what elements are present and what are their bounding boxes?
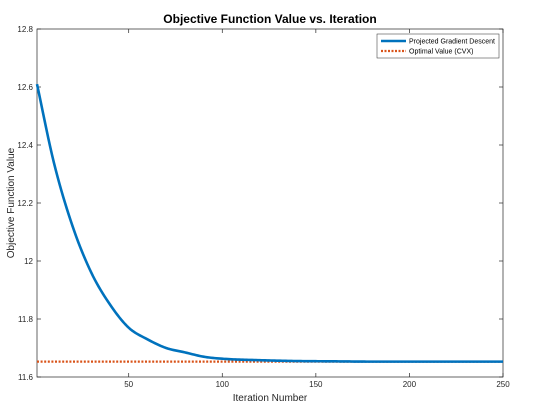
x-tick-label: 100 bbox=[216, 380, 230, 389]
y-tick-label: 12.2 bbox=[17, 199, 33, 208]
x-tick-label: 150 bbox=[309, 380, 323, 389]
x-axis: 50 100 150 200 250 bbox=[124, 29, 510, 389]
x-tick-label: 200 bbox=[403, 380, 417, 389]
series-line-gradient-descent bbox=[35, 83, 503, 363]
series-layer bbox=[35, 83, 503, 363]
y-tick-label: 12.8 bbox=[17, 25, 33, 34]
x-tick-label: 50 bbox=[124, 380, 133, 389]
legend-box bbox=[376, 33, 500, 59]
legend: Projected Gradient Descent Optimal Value… bbox=[376, 33, 500, 59]
y-tick-label: 12.6 bbox=[17, 83, 33, 92]
chart-title: Objective Function Value vs. Iteration bbox=[163, 12, 376, 26]
y-tick-label: 11.8 bbox=[18, 315, 34, 324]
x-tick-label: 250 bbox=[496, 380, 510, 389]
x-axis-title: Iteration Number bbox=[233, 393, 308, 404]
y-axis: 11.6 11.8 12 12.2 12.4 12.6 12.8 bbox=[17, 25, 503, 382]
y-axis-title: Objective Function Value bbox=[6, 147, 17, 258]
legend-label-gradient-descent: Projected Gradient Descent bbox=[409, 39, 495, 46]
y-tick-label: 11.6 bbox=[18, 373, 34, 382]
legend-label-optimal-value: Optimal Value (CVX) bbox=[409, 49, 473, 56]
y-tick-label: 12 bbox=[24, 257, 33, 266]
plot-area bbox=[36, 28, 504, 378]
y-tick-label: 12.4 bbox=[17, 141, 33, 150]
